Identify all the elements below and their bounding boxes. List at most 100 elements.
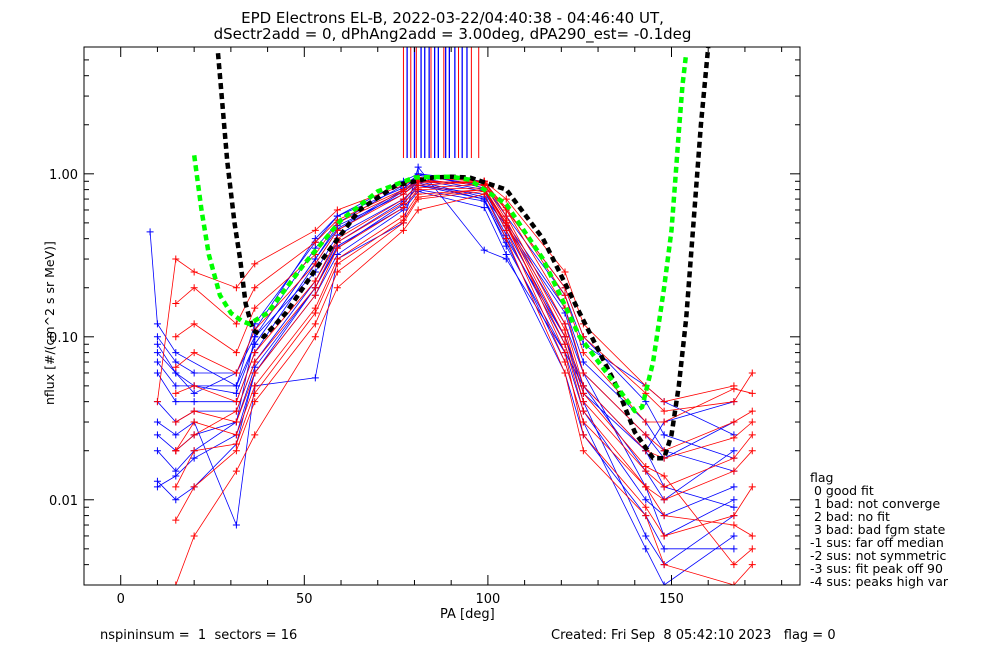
red-data-point [660,472,668,480]
blue-data-point [730,447,738,455]
red-data-point [190,382,198,390]
red-series-line [175,180,753,423]
red-series-line [175,189,753,537]
y-tick-label: 1.00 [49,168,78,183]
red-series-line [175,190,753,537]
blue-data-point [730,496,738,504]
red-data-point [311,238,319,246]
blue-data-point [251,333,259,341]
red-data-point [748,418,756,426]
red-data-point [399,226,407,234]
data-series-group [146,163,756,585]
red-data-point [232,349,240,357]
red-data-point [730,581,738,585]
red-data-point [730,418,738,426]
red-data-point [172,581,180,585]
red-data-point [190,284,198,292]
red-data-point [561,326,569,334]
red-data-point [172,389,180,397]
blue-data-point [172,398,180,406]
blue-data-point [414,163,422,171]
legend-item: -3 sus: fit peak off 90 [810,561,943,576]
red-data-point [748,389,756,397]
green-fit-curve [191,52,689,414]
chart-title-line-1: EPD Electrons EL-B, 2022-03-22/04:40:38 … [241,9,664,27]
red-data-point [190,483,198,491]
chart-title-line-2: dSectr2add = 0, dPhAng2add = 3.00deg, dP… [213,25,692,43]
x-axis-label: PA [deg] [440,607,495,622]
red-data-point [190,447,198,455]
red-data-point [311,333,319,341]
blue-series-line [157,179,735,452]
blue-data-point [190,369,198,377]
blue-data-point [642,545,650,553]
red-data-point [232,369,240,377]
blue-data-point [642,532,650,540]
blue-data-point [660,545,668,553]
blue-data-point [642,496,650,504]
legend-item: 3 bad: bad fgm state [810,522,946,537]
red-data-point [561,369,569,377]
footer-created-info: Created: Fri Sep 8 05:42:10 2023 flag = … [551,628,836,643]
red-data-point [399,199,407,207]
red-data-point [660,407,668,415]
red-data-point [251,304,259,312]
red-series-line [175,187,753,488]
blue-data-point [232,382,240,390]
red-data-point [190,268,198,276]
red-data-point [190,532,198,540]
legend-item: -4 sus: peaks high var [810,574,949,589]
red-data-point [748,369,756,377]
red-data-point [561,320,569,328]
red-data-point [172,300,180,308]
x-tick-label: 150 [659,592,684,607]
red-data-point [660,398,668,406]
legend-item: 0 good fit [810,483,874,498]
red-data-point [579,407,587,415]
legend-item: -1 sus: far off median [810,535,944,550]
red-data-point [251,389,259,397]
blue-data-point [153,349,161,357]
red-data-point [642,463,650,471]
red-data-point [172,516,180,524]
blue-data-point [502,242,510,250]
red-series-line [175,180,753,459]
red-series-line [175,180,753,452]
footer-sector-info: nspininsum = 1 sectors = 16 [100,628,298,643]
red-data-point [660,496,668,504]
flag-legend: flag 0 good fit 1 bad: not converge 2 ba… [810,471,948,588]
red-data-point [190,407,198,415]
red-data-point [153,398,161,406]
blue-data-point [730,532,738,540]
legend-item: -2 sus: not symmetric [810,548,947,563]
red-data-point [748,483,756,491]
red-data-point [579,349,587,357]
blue-series-line [157,184,735,508]
blue-data-point [232,389,240,397]
red-data-point [232,407,240,415]
red-data-point [251,358,259,366]
red-series-line [175,189,753,501]
blue-data-point [502,250,510,258]
red-data-point [730,467,738,475]
red-data-point [561,340,569,348]
plot-frame [83,46,801,586]
red-data-point [561,291,569,299]
red-data-point [251,431,259,439]
red-data-point [399,216,407,224]
red-data-point [190,431,198,439]
blue-data-point [153,431,161,439]
red-series-line [175,193,753,585]
red-data-point [660,483,668,491]
blue-data-point [232,521,240,529]
red-data-point [660,532,668,540]
red-data-point [311,226,319,234]
red-series-line [175,184,753,566]
red-data-point [730,385,738,393]
red-data-point [642,503,650,511]
red-data-point [748,407,756,415]
blue-data-point [730,503,738,511]
red-data-point [642,431,650,439]
red-data-point [579,431,587,439]
red-data-point [333,284,341,292]
